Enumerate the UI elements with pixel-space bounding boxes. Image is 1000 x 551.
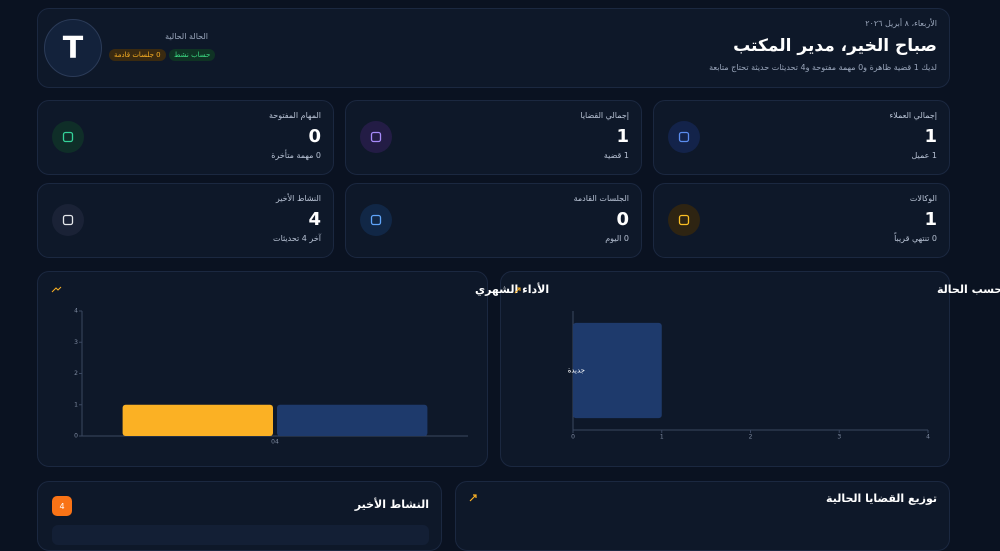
stat-value: 4 [308, 209, 321, 230]
icon-glyph [370, 214, 382, 226]
stat-icon [668, 204, 700, 236]
stat-value: 1 [924, 209, 937, 230]
stat-icon [360, 121, 392, 153]
y-tick-label: 0 [74, 433, 78, 440]
x-tick-label: 3 [837, 434, 841, 441]
stat-value: 1 [616, 126, 629, 147]
chart-title: الأداء الشهري [475, 282, 549, 296]
y-tick-label: 2 [74, 370, 78, 377]
chart-icon [514, 287, 521, 294]
y-tick-label: جديدة [568, 367, 585, 375]
stat-note: آخر 4 تحديثات [273, 234, 321, 243]
icon-glyph [62, 131, 74, 143]
greeting: صباح الخير، مدير المكتب [733, 36, 937, 56]
bar [277, 404, 428, 436]
stat-note: 1 عميل [911, 151, 937, 160]
stat-icon [360, 204, 392, 236]
bar [573, 322, 662, 419]
stat-card[interactable]: الجلسات القادمة 0 0 اليوم [345, 183, 642, 258]
stat-label: المهام المفتوحة [268, 111, 321, 120]
y-tick-label: 4 [74, 308, 78, 315]
stat-label: الوكالات [909, 194, 937, 203]
stat-card[interactable]: إجمالي القضايا 1 1 قضية [345, 100, 642, 175]
page: الأربعاء، ٨ أبريل ٢٠٢٦ صباح الخير، مدير … [37, 8, 1000, 551]
date: الأربعاء، ٨ أبريل ٢٠٢٦ [865, 19, 937, 28]
stat-value: 0 [308, 126, 321, 147]
chart-icon [51, 286, 62, 293]
y-tick-label: 1 [74, 401, 78, 408]
activity-count: 4 [52, 496, 72, 516]
bar [122, 404, 273, 436]
x-tick-label: 4 [926, 434, 930, 441]
x-tick-label: 2 [749, 434, 753, 441]
icon-glyph [370, 131, 382, 143]
status-label: الحالة الحالية [165, 32, 208, 41]
stat-label: الجلسات القادمة [573, 194, 629, 203]
stat-note: 1 قضية [603, 151, 629, 160]
badge-sessions: 0 جلسات قادمة [109, 49, 166, 61]
stat-card[interactable]: إجمالي العملاء 1 1 عميل [653, 100, 950, 175]
activity-title: النشاط الأخير [354, 498, 429, 511]
icon-glyph [678, 131, 690, 143]
stat-note: 0 تنتهي قريباً [894, 234, 937, 243]
stat-value: 1 [924, 126, 937, 147]
x-tick-label: 04 [271, 439, 279, 446]
stat-card[interactable]: المهام المفتوحة 0 0 مهمة متأخرة [37, 100, 334, 175]
charts: الأداء الشهري 0 1 2 3 4 04 القضايا حسب الحالة 0 1… [51, 282, 1000, 446]
stat-icon [52, 204, 84, 236]
distribution-icon [469, 494, 477, 502]
stat-note: 0 اليوم [605, 234, 629, 243]
stat-label: النشاط الأخير [275, 194, 321, 203]
avatar[interactable]: T [44, 19, 102, 77]
y-tick-label: 3 [74, 339, 78, 346]
stat-note: 0 مهمة متأخرة [271, 151, 321, 160]
stat-label: إجمالي العملاء [889, 111, 937, 120]
summary: لديك 1 قضية ظاهرة و0 مهمة مفتوحة و4 تحدي… [709, 63, 937, 72]
header-card: الأربعاء، ٨ أبريل ٢٠٢٦ صباح الخير، مدير … [37, 8, 950, 88]
icon-glyph [678, 214, 690, 226]
stat-value: 0 [616, 209, 629, 230]
stat-label: إجمالي القضايا [580, 111, 629, 120]
stat-icon [52, 121, 84, 153]
x-tick-label: 1 [660, 434, 664, 441]
stat-icon [668, 121, 700, 153]
stat-card[interactable]: الوكالات 1 0 تنتهي قريباً [653, 183, 950, 258]
badge-active: حساب نشط [169, 49, 216, 61]
distribution-title: توزيع القضايا الحالية [826, 492, 937, 505]
icon-glyph [62, 214, 74, 226]
x-tick-label: 0 [571, 434, 575, 441]
chart-title: القضايا حسب الحالة [937, 283, 1000, 296]
stat-card[interactable]: النشاط الأخير 4 آخر 4 تحديثات [37, 183, 334, 258]
